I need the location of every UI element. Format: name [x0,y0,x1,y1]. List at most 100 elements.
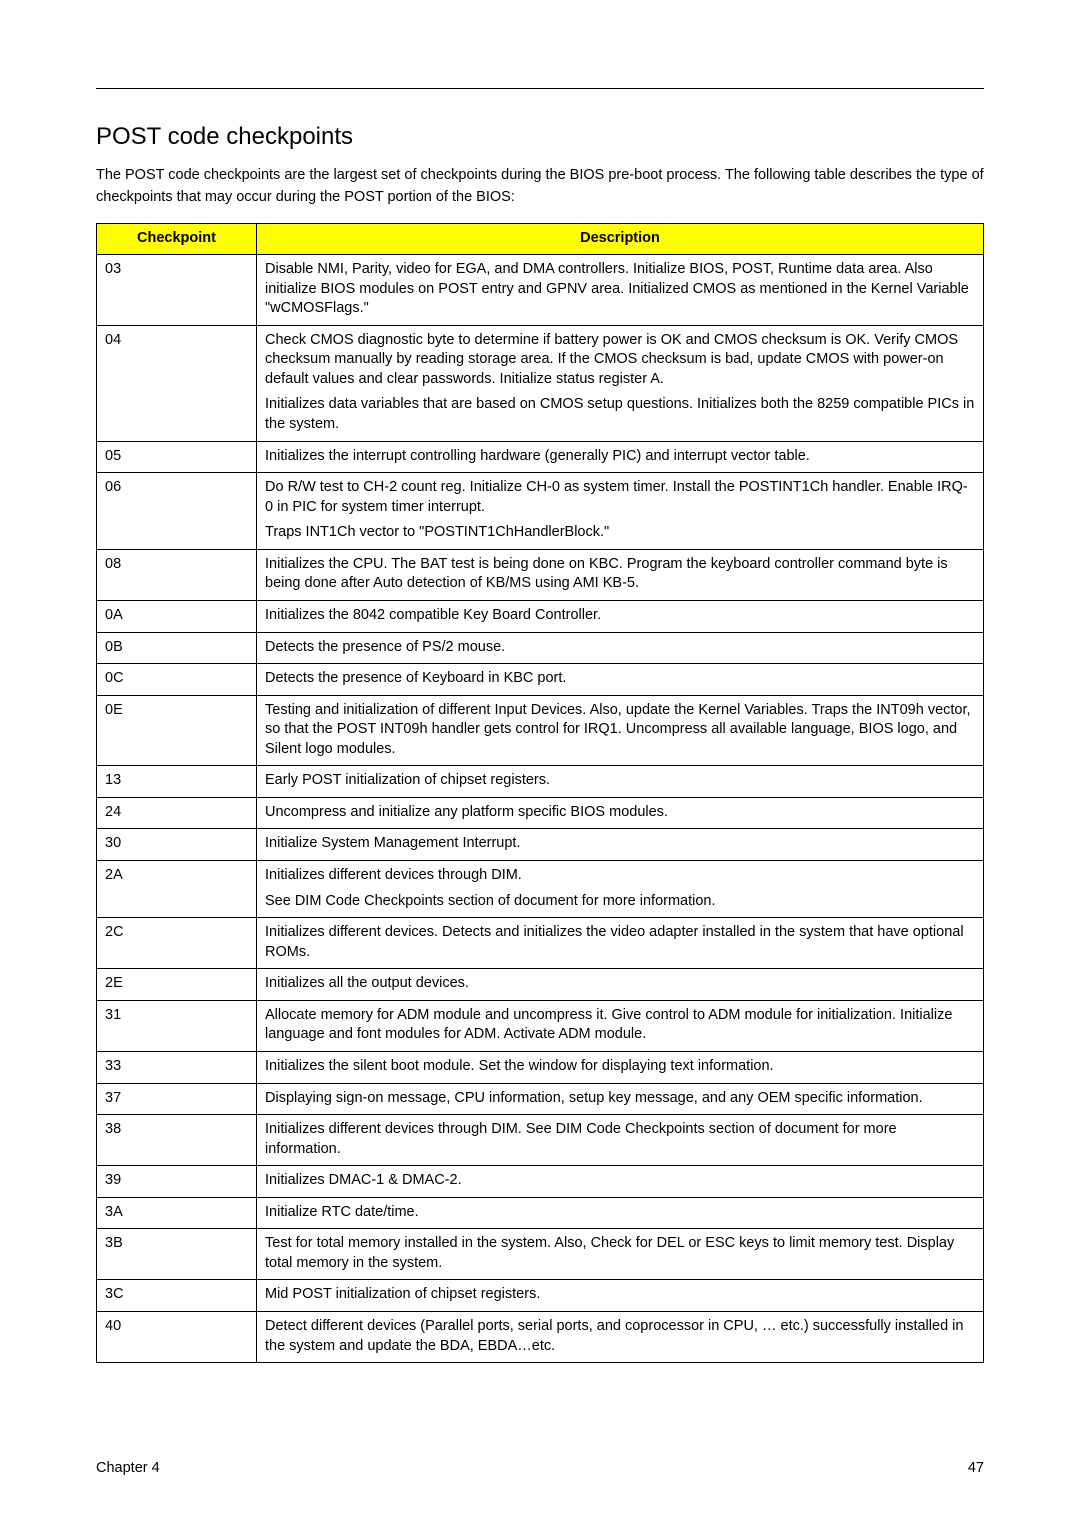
description-paragraph: Allocate memory for ADM module and uncom… [265,1006,975,1045]
description-cell: Initializes all the output devices. [257,969,984,1001]
description-paragraph: Uncompress and initialize any platform s… [265,803,975,823]
footer-page-number: 47 [968,1460,984,1476]
table-row: 38Initializes different devices through … [97,1115,984,1166]
checkpoint-cell: 2A [97,861,257,918]
checkpoint-cell: 24 [97,797,257,829]
description-cell: Uncompress and initialize any platform s… [257,797,984,829]
table-row: 2CInitializes different devices. Detects… [97,918,984,969]
table-row: 31Allocate memory for ADM module and unc… [97,1000,984,1051]
table-row: 0B Detects the presence of PS/2 mouse. [97,632,984,664]
description-cell: Initializes different devices through DI… [257,861,984,918]
description-paragraph: Initializes the silent boot module. Set … [265,1057,975,1077]
description-paragraph: Initialize System Management Interrupt. [265,834,975,854]
checkpoint-cell: 0B [97,632,257,664]
description-paragraph: Testing and initialization of different … [265,701,975,760]
description-paragraph: Test for total memory installed in the s… [265,1234,975,1273]
table-row: 0C Detects the presence of Keyboard in KB… [97,664,984,696]
description-cell: Test for total memory installed in the s… [257,1229,984,1280]
description-paragraph: Initializes data variables that are base… [265,395,975,434]
checkpoint-cell: 04 [97,325,257,441]
checkpoint-table: Checkpoint Description 03Disable NMI, Pa… [96,223,984,1364]
checkpoint-cell: 0A [97,600,257,632]
table-row: 06Do R/W test to CH-2 count reg. Initial… [97,473,984,550]
description-paragraph: Initializes the 8042 compatible Key Boar… [265,606,975,626]
checkpoint-cell: 3B [97,1229,257,1280]
checkpoint-cell: 03 [97,255,257,326]
description-cell: Initializes different devices through DI… [257,1115,984,1166]
checkpoint-cell: 30 [97,829,257,861]
footer-chapter: Chapter 4 [96,1460,160,1476]
checkpoint-cell: 13 [97,766,257,798]
checkpoint-cell: 3A [97,1197,257,1229]
description-paragraph: Disable NMI, Parity, video for EGA, and … [265,260,975,319]
description-cell: Initializes the 8042 compatible Key Boar… [257,600,984,632]
table-row: 30 Initialize System Management Interrupt… [97,829,984,861]
description-cell: Initializes the silent boot module. Set … [257,1051,984,1083]
description-cell: Initializes different devices. Detects a… [257,918,984,969]
table-row: 05 Initializes the interrupt controlling … [97,441,984,473]
description-paragraph: Initializes the CPU. The BAT test is bei… [265,555,975,594]
table-body: 03Disable NMI, Parity, video for EGA, an… [97,255,984,1363]
description-paragraph: Initializes different devices through DI… [265,866,975,886]
description-paragraph: Check CMOS diagnostic byte to determine … [265,331,975,390]
table-row: 2E Initializes all the output devices. [97,969,984,1001]
top-rule [96,88,984,89]
table-row: 24 Uncompress and initialize any platform… [97,797,984,829]
description-paragraph: Do R/W test to CH-2 count reg. Initializ… [265,478,975,517]
description-cell: Detects the presence of PS/2 mouse. [257,632,984,664]
checkpoint-cell: 31 [97,1000,257,1051]
description-paragraph: Initializes different devices. Detects a… [265,923,975,962]
checkpoint-cell: 0E [97,695,257,766]
description-paragraph: Initializes different devices through DI… [265,1120,975,1159]
table-row: 39 Initializes DMAC-1 & DMAC-2. [97,1166,984,1198]
checkpoint-cell: 3C [97,1280,257,1312]
table-row: 2A Initializes different devices through … [97,861,984,918]
page-footer: Chapter 4 47 [96,1460,984,1476]
description-paragraph: Early POST initialization of chipset reg… [265,771,975,791]
table-row: 37Displaying sign-on message, CPU inform… [97,1083,984,1115]
table-row: 03Disable NMI, Parity, video for EGA, an… [97,255,984,326]
description-paragraph: Detect different devices (Parallel ports… [265,1317,975,1356]
description-paragraph: Initialize RTC date/time. [265,1203,975,1223]
description-paragraph: Detects the presence of PS/2 mouse. [265,638,975,658]
col-header-description: Description [257,223,984,255]
table-row: 0A Initializes the 8042 compatible Key Bo… [97,600,984,632]
checkpoint-cell: 39 [97,1166,257,1198]
description-paragraph: Traps INT1Ch vector to "POSTINT1ChHandle… [265,523,975,543]
table-row: 40Detect different devices (Parallel por… [97,1312,984,1363]
description-paragraph: Initializes all the output devices. [265,974,975,994]
description-paragraph: Mid POST initialization of chipset regis… [265,1285,975,1305]
description-cell: Testing and initialization of different … [257,695,984,766]
checkpoint-cell: 33 [97,1051,257,1083]
description-cell: Disable NMI, Parity, video for EGA, and … [257,255,984,326]
description-paragraph: Initializes DMAC-1 & DMAC-2. [265,1171,975,1191]
description-cell: Do R/W test to CH-2 count reg. Initializ… [257,473,984,550]
description-paragraph: Initializes the interrupt controlling ha… [265,447,975,467]
description-cell: Initializes the CPU. The BAT test is bei… [257,549,984,600]
description-cell: Displaying sign-on message, CPU informat… [257,1083,984,1115]
checkpoint-cell: 0C [97,664,257,696]
table-row: 3A Initialize RTC date/time. [97,1197,984,1229]
col-header-checkpoint: Checkpoint [97,223,257,255]
checkpoint-cell: 2E [97,969,257,1001]
description-cell: Allocate memory for ADM module and uncom… [257,1000,984,1051]
description-cell: Initializes the interrupt controlling ha… [257,441,984,473]
checkpoint-cell: 06 [97,473,257,550]
table-header-row: Checkpoint Description [97,223,984,255]
description-cell: Initialize System Management Interrupt. [257,829,984,861]
checkpoint-cell: 2C [97,918,257,969]
table-row: 04Check CMOS diagnostic byte to determin… [97,325,984,441]
table-row: 08Initializes the CPU. The BAT test is b… [97,549,984,600]
description-cell: Mid POST initialization of chipset regis… [257,1280,984,1312]
checkpoint-cell: 40 [97,1312,257,1363]
checkpoint-cell: 38 [97,1115,257,1166]
checkpoint-cell: 05 [97,441,257,473]
page: POST code checkpoints The POST code chec… [0,0,1080,1528]
description-cell: Initialize RTC date/time. [257,1197,984,1229]
description-cell: Check CMOS diagnostic byte to determine … [257,325,984,441]
description-paragraph: Detects the presence of Keyboard in KBC … [265,669,975,689]
intro-paragraph: The POST code checkpoints are the larges… [96,165,984,209]
table-row: 0ETesting and initialization of differen… [97,695,984,766]
description-paragraph: See DIM Code Checkpoints section of docu… [265,892,975,912]
description-cell: Detects the presence of Keyboard in KBC … [257,664,984,696]
